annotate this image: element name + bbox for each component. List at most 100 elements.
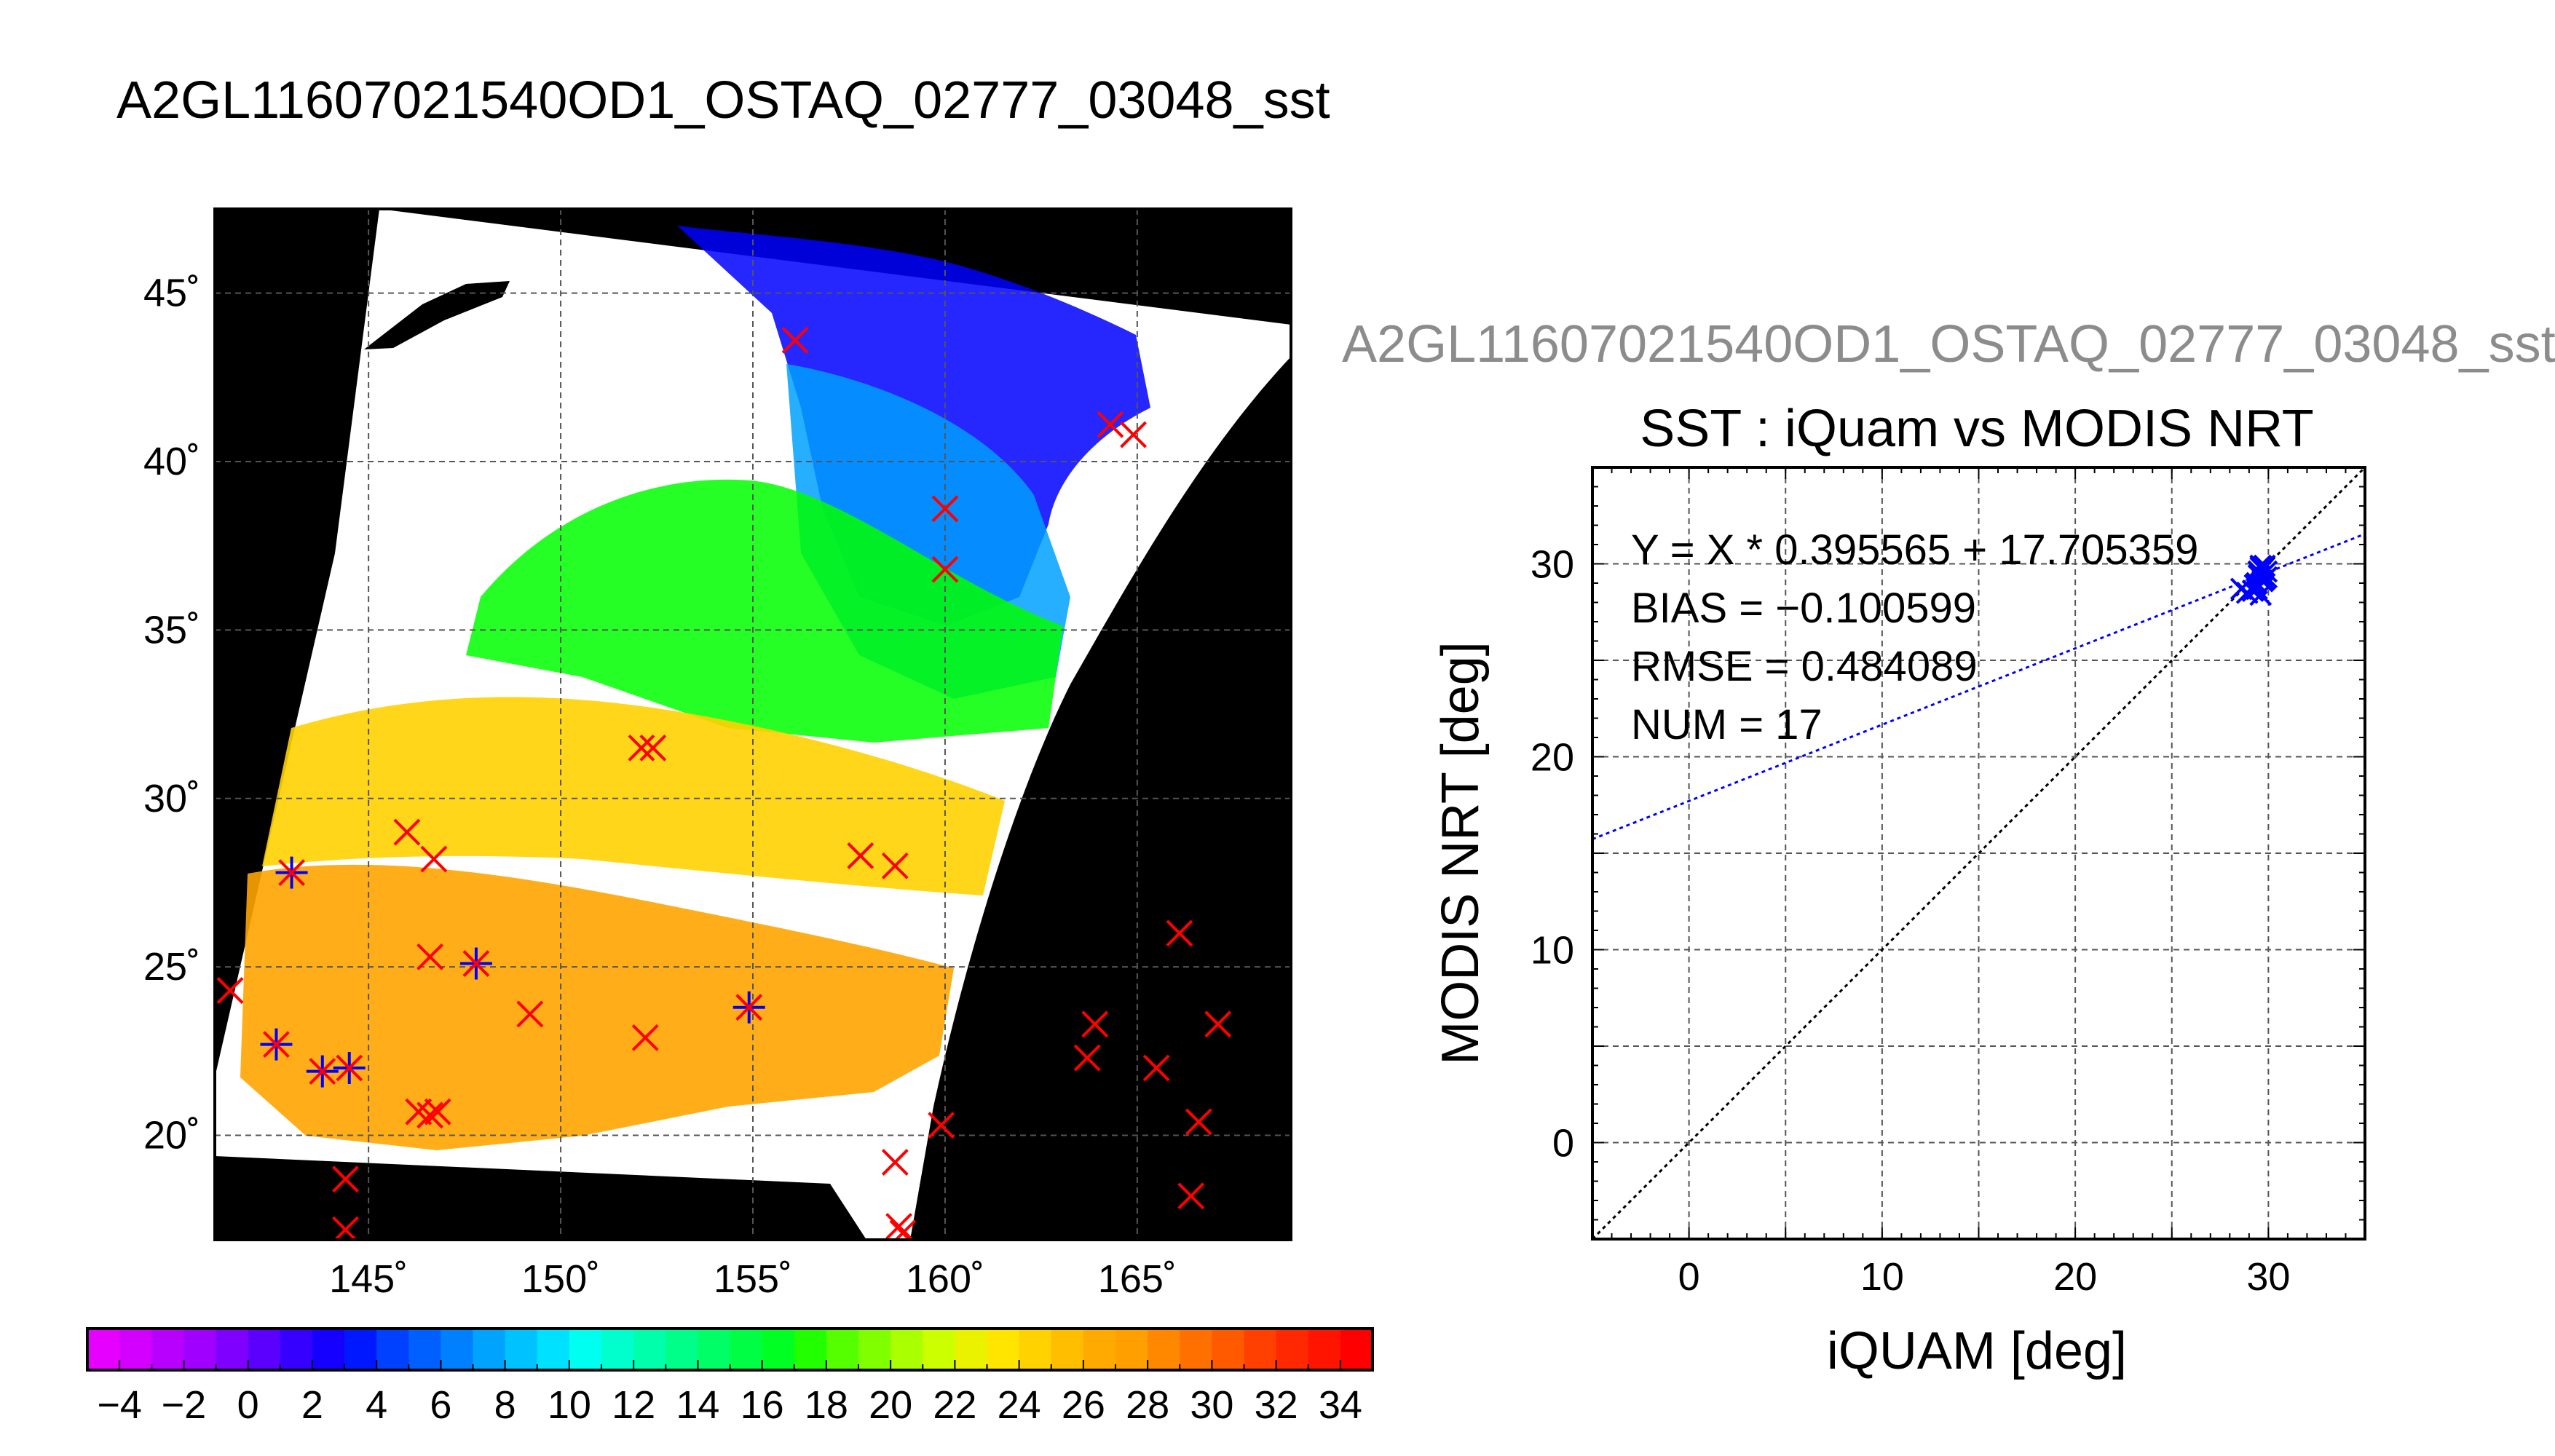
colorbar-cell [1340, 1329, 1373, 1370]
secondary-title: A2GL11607021540OD1_OSTAQ_02777_03048_sst [1342, 315, 2555, 373]
colorbar-tick-label: 6 [430, 1383, 451, 1427]
scatter-ticks [1592, 467, 2366, 1240]
map-marker [459, 947, 492, 980]
map-marker [931, 495, 959, 523]
map-x-axis: 145˚ 150˚ 155˚ 160˚ 165˚ [329, 1257, 1177, 1301]
x-tick-label: 0 [1678, 1255, 1700, 1299]
colorbar-cell [119, 1329, 152, 1370]
colorbar-cell [248, 1329, 281, 1370]
map-marker [1185, 1108, 1212, 1136]
colorbar-tick-label: 18 [805, 1383, 848, 1427]
colorbar-cell [730, 1329, 763, 1370]
colorbar-tick-label: 30 [1190, 1383, 1233, 1427]
map-marker [332, 1166, 359, 1193]
colorbar-cell [280, 1329, 313, 1370]
y-tick-label: 0 [1552, 1122, 1574, 1166]
colorbar-tick-label: 8 [494, 1383, 516, 1427]
colorbar-cell [408, 1329, 441, 1370]
map-marker [1073, 1044, 1101, 1072]
map-marker [639, 734, 667, 761]
map-marker [416, 1101, 444, 1129]
map-marker [889, 1219, 917, 1240]
colorbar-cell [1180, 1329, 1212, 1370]
map-marker [881, 852, 909, 879]
y-tick-label: 35˚ [143, 608, 200, 652]
y-tick-label: 25˚ [143, 945, 200, 989]
colorbar-tick-label: 16 [741, 1383, 784, 1427]
colorbar-cell [505, 1329, 538, 1370]
stats-annotation: Y = X * 0.395565 + 17.705359 [1631, 526, 2198, 574]
x-tick-label: 150˚ [521, 1257, 600, 1301]
map-marker [928, 1112, 955, 1139]
scatter-point [2249, 554, 2272, 577]
colorbar-tick-label: 34 [1319, 1383, 1362, 1427]
y-tick-label: 10 [1531, 929, 1574, 973]
colorbar-tick-label: 10 [548, 1383, 591, 1427]
colorbar-cell [858, 1329, 891, 1370]
x-tick-label: 160˚ [906, 1257, 984, 1301]
colorbar-cell [1276, 1329, 1309, 1370]
colorbar-cell [923, 1329, 955, 1370]
map-y-axis: 45˚ 40˚ 35˚ 30˚ 25˚ 20˚ [143, 272, 200, 1158]
map-markers [216, 327, 1232, 1240]
colorbar-cell [376, 1329, 409, 1370]
colorbar-cell [344, 1329, 377, 1370]
colorbar-tick-label: 24 [998, 1383, 1041, 1427]
scatter-title: SST : iQuam vs MODIS NRT [1640, 400, 2314, 458]
map-marker [1166, 919, 1193, 947]
scatter-points [2230, 554, 2278, 606]
colorbar-tick-label: 32 [1255, 1383, 1298, 1427]
colorbar: −4 −2 0 2 4 6 8 10 12 14 16 18 20 22 24 26 28 30 32 34 [86, 1327, 1374, 1427]
sst-patch-hot [240, 864, 954, 1150]
stats-annotations: Y = X * 0.395565 + 17.705359 BIAS = −0.10… [1631, 526, 2198, 748]
stats-annotation: NUM = 17 [1631, 701, 1823, 748]
colorbar-cell [633, 1329, 666, 1370]
map-marker [628, 734, 655, 761]
scatter-tick-labels: 0 10 20 30 0 10 20 30 [1531, 543, 2290, 1299]
colorbar-cell [1019, 1329, 1052, 1370]
colorbar-cell [1148, 1329, 1180, 1370]
map-frame [213, 207, 1292, 1241]
colorbar-cell [441, 1329, 474, 1370]
colorbar-cell [151, 1329, 184, 1370]
colorbar-tick-label: 4 [366, 1383, 387, 1427]
map-marker [781, 327, 809, 354]
colorbar-cell [87, 1329, 120, 1370]
map-marker [516, 1000, 544, 1028]
colorbar-cell [1115, 1329, 1148, 1370]
map-marker [332, 1216, 359, 1240]
map-marker [1142, 1054, 1170, 1082]
colorbar-cell [183, 1329, 217, 1370]
colorbar-cell [1244, 1329, 1277, 1370]
x-tick-label: 155˚ [714, 1257, 792, 1301]
sst-patch-warm [262, 697, 1005, 895]
map-marker [885, 1213, 912, 1240]
colorbar-cell [955, 1329, 988, 1370]
map-marker [1177, 1182, 1205, 1210]
colorbar-tick-label: −2 [162, 1383, 207, 1427]
sst-patches [240, 226, 1150, 1150]
x-tick-label: 20 [2053, 1255, 2097, 1299]
colorbar-ticks: −4 −2 0 2 4 6 8 10 12 14 16 18 20 22 24 26 28 30 32 34 [97, 1360, 1362, 1427]
colorbar-tick-label: −4 [97, 1383, 142, 1427]
main-title: A2GL11607021540OD1_OSTAQ_02777_03048_sst [117, 71, 1330, 130]
map-marker [1081, 1010, 1109, 1038]
y-axis-label: MODIS NRT [deg] [1431, 641, 1490, 1065]
y-tick-label: 20 [1531, 736, 1574, 780]
map-marker [393, 818, 421, 846]
map-marker [631, 1024, 659, 1051]
stats-annotation: BIAS = −0.100599 [1631, 585, 1976, 632]
colorbar-cell [1308, 1329, 1341, 1370]
map-marker [1204, 1010, 1232, 1038]
swath-map: 145˚ 150˚ 155˚ 160˚ 165˚ 45˚ 40˚ 35˚ 30˚ 25˚ 20˚ [143, 207, 1292, 1301]
colorbar-cell [569, 1329, 602, 1370]
colorbar-cell [698, 1329, 731, 1370]
colorbar-tick-label: 20 [869, 1383, 912, 1427]
map-marker [260, 1028, 293, 1061]
y-tick-label: 45˚ [143, 272, 200, 315]
map-marker [1120, 421, 1147, 448]
colorbar-cell [891, 1329, 923, 1370]
map-marker [416, 943, 444, 970]
y-tick-label: 30 [1531, 543, 1574, 587]
